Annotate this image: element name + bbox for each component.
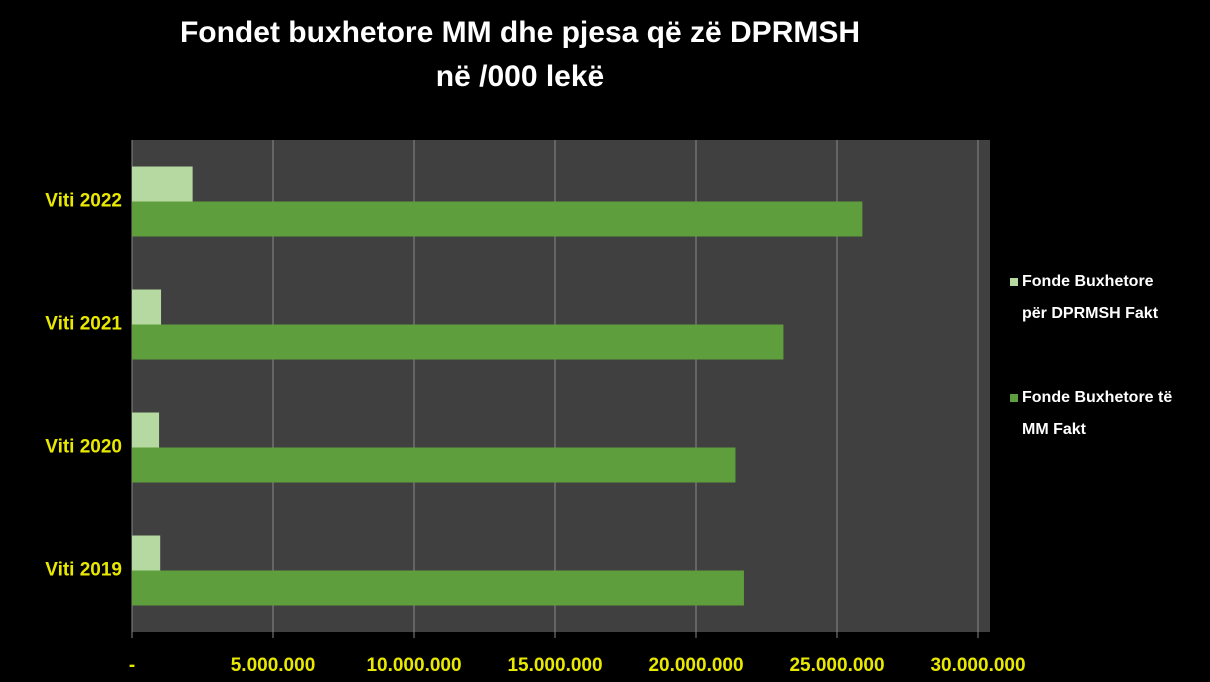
x-tick-label: - — [129, 655, 135, 676]
bar — [132, 201, 863, 237]
x-tick-label: 10.000.000 — [366, 655, 461, 676]
bar — [132, 447, 736, 483]
x-tick-label: 25.000.000 — [789, 655, 884, 676]
bar — [132, 570, 744, 606]
legend-swatch — [1010, 394, 1018, 402]
bar — [132, 412, 160, 448]
y-tick-label: Viti 2022 — [45, 191, 122, 212]
chart-title: në /000 lekë — [436, 60, 604, 93]
legend-label: Fonde Buxhetore të MM Fakt — [1022, 389, 1173, 438]
y-tick-label: Viti 2020 — [45, 437, 122, 458]
chart-title: Fondet buxhetore MM dhe pjesa që zë DPRM… — [180, 16, 860, 49]
legend-swatch — [1010, 278, 1018, 286]
legend-item: Fonde Buxhetore për DPRMSH Fakt — [1010, 266, 1182, 330]
bar — [132, 166, 193, 202]
y-tick-label: Viti 2021 — [45, 314, 122, 335]
bar — [132, 289, 162, 325]
x-tick-label: 30.000.000 — [930, 655, 1025, 676]
x-tick-label: 15.000.000 — [507, 655, 602, 676]
legend-item: Fonde Buxhetore të MM Fakt — [1010, 382, 1182, 446]
x-tick-label: 5.000.000 — [231, 655, 316, 676]
y-tick-label: Viti 2019 — [45, 560, 122, 581]
legend: Fonde Buxhetore për DPRMSH Fakt Fonde Bux… — [1010, 266, 1182, 498]
bar — [132, 535, 161, 571]
x-tick-label: 20.000.000 — [648, 655, 743, 676]
bar — [132, 324, 784, 360]
legend-label: Fonde Buxhetore për DPRMSH Fakt — [1022, 273, 1159, 322]
